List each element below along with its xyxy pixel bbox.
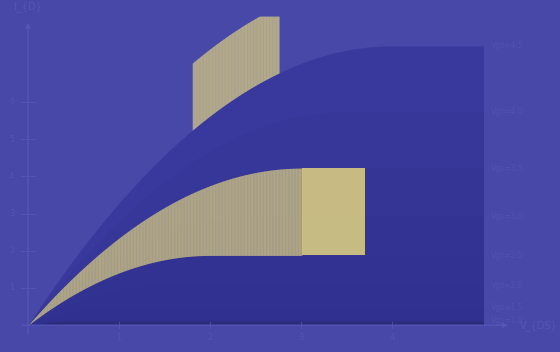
Text: Vgs=3.5: Vgs=3.5 xyxy=(491,164,524,172)
Text: 6: 6 xyxy=(9,97,15,106)
Text: Vgs=1.0: Vgs=1.0 xyxy=(491,316,523,325)
Text: Vgs=3.0: Vgs=3.0 xyxy=(491,212,524,221)
Text: 2: 2 xyxy=(9,246,15,255)
Text: Vgs=2.5: Vgs=2.5 xyxy=(491,251,523,260)
Text: Vgs=1.5: Vgs=1.5 xyxy=(491,303,523,312)
Text: V_{DS}: V_{DS} xyxy=(520,320,558,331)
Text: 1: 1 xyxy=(116,333,122,342)
Text: Vgs=4.5: Vgs=4.5 xyxy=(491,42,524,50)
Text: 3: 3 xyxy=(298,333,304,342)
Text: 3: 3 xyxy=(9,209,15,218)
Text: 1: 1 xyxy=(9,283,15,293)
Text: 2: 2 xyxy=(208,333,213,342)
Text: 5: 5 xyxy=(9,134,15,144)
Text: Vgs=4.0: Vgs=4.0 xyxy=(491,107,524,116)
Text: Vgs=2.0: Vgs=2.0 xyxy=(491,282,523,290)
Text: 4: 4 xyxy=(9,172,15,181)
Text: 4: 4 xyxy=(390,333,395,342)
Text: I_{D}: I_{D} xyxy=(14,1,42,12)
